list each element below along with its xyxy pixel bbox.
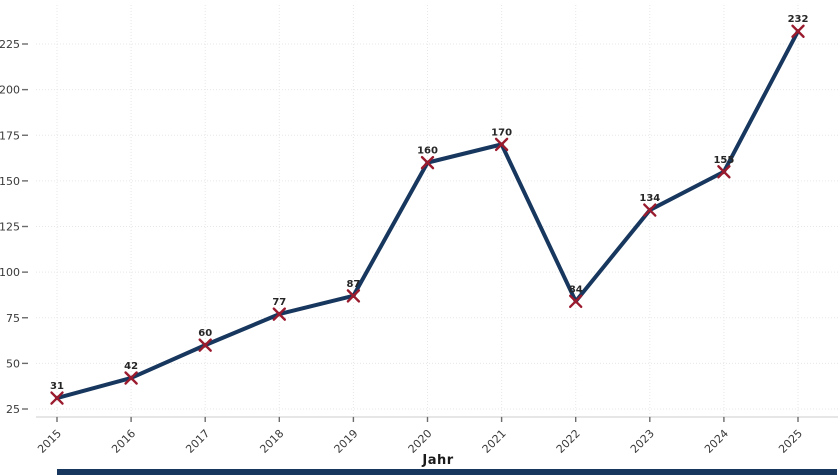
bottom-bar: [57, 469, 837, 475]
y-tick-label: 100: [0, 266, 20, 279]
y-tick-label: 125: [0, 221, 20, 234]
data-point-label: 77: [272, 297, 286, 308]
x-axis-title: Jahr: [422, 453, 454, 468]
data-point-marker: [198, 338, 212, 352]
data-point-label: 232: [788, 14, 809, 25]
data-point-label: 160: [417, 146, 438, 157]
data-point-marker: [569, 294, 583, 309]
x-tick-label: 2025: [776, 427, 805, 456]
data-point-label: 170: [491, 127, 512, 138]
y-tick-label: 225: [0, 38, 20, 51]
x-tick-label: 2024: [702, 427, 731, 456]
data-point-label: 60: [198, 328, 212, 339]
data-point-marker: [717, 165, 731, 179]
x-tick-label: 2016: [109, 427, 138, 456]
data-point-label: 155: [713, 155, 734, 166]
data-point-label: 84: [569, 284, 583, 295]
data-point-label: 42: [124, 361, 138, 372]
x-tick-label: 2015: [35, 427, 64, 456]
data-point-marker: [494, 137, 509, 152]
data-point-marker: [791, 24, 805, 38]
y-tick-label: 75: [6, 312, 20, 325]
data-point-label: 87: [346, 279, 360, 290]
data-point-marker: [50, 391, 64, 405]
x-tick-label: 2017: [183, 427, 212, 456]
y-tick-label: 25: [6, 403, 20, 416]
data-point-marker: [420, 155, 435, 170]
data-point-label: 134: [639, 193, 660, 204]
y-tick-label: 50: [6, 357, 20, 370]
x-tick-label: 2022: [554, 427, 583, 456]
y-tick-label: 200: [0, 84, 20, 97]
y-tick-label: 150: [0, 175, 20, 188]
data-point-marker: [272, 307, 286, 321]
x-tick-label: 2021: [480, 427, 509, 456]
x-tick-label: 2020: [406, 427, 435, 456]
data-point-marker: [124, 371, 138, 385]
x-tick-label: 2019: [332, 427, 361, 456]
x-tick-label: 2018: [257, 427, 286, 456]
data-point-label: 31: [50, 381, 64, 392]
data-point-marker: [643, 203, 657, 217]
y-tick-label: 175: [0, 129, 20, 142]
data-point-marker: [346, 289, 361, 303]
x-tick-label: 2023: [628, 427, 657, 456]
